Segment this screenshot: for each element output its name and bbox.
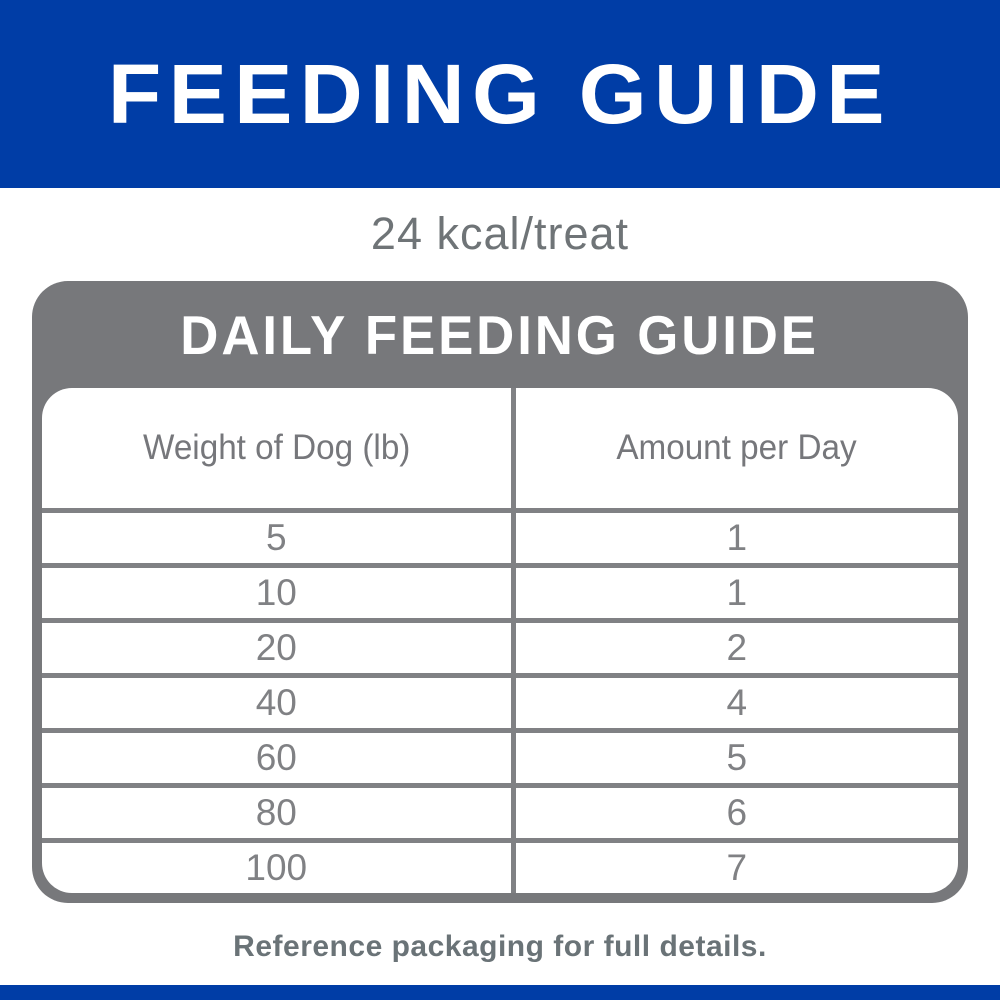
bottom-accent-bar xyxy=(0,985,1000,1000)
table-header-row: Weight of Dog (lb) Amount per Day xyxy=(42,388,958,508)
amount-cell: 1 xyxy=(726,517,748,558)
panel-title-row: DAILY FEEDING GUIDE xyxy=(32,281,968,388)
kcal-per-treat-label: 24 kcal/treat xyxy=(370,208,630,259)
feeding-guide-banner: FEEDING GUIDE xyxy=(0,0,1000,188)
feeding-table: Weight of Dog (lb) Amount per Day 5 1 10… xyxy=(42,388,958,893)
footer-note: Reference packaging for full details. xyxy=(233,930,767,963)
banner-title: FEEDING GUIDE xyxy=(108,46,892,141)
table-row: 10 1 xyxy=(42,563,958,618)
weight-cell: 40 xyxy=(42,678,516,728)
panel-title: DAILY FEEDING GUIDE xyxy=(180,303,820,366)
weight-cell: 5 xyxy=(42,513,516,563)
table-row: 40 4 xyxy=(42,673,958,728)
amount-cell: 7 xyxy=(726,847,748,888)
amount-cell: 1 xyxy=(726,572,748,613)
weight-cell: 10 xyxy=(42,568,516,618)
table-row: 60 5 xyxy=(42,728,958,783)
weight-cell: 60 xyxy=(42,733,516,783)
daily-feeding-guide-panel: DAILY FEEDING GUIDE Weight of Dog (lb) A… xyxy=(32,281,968,903)
amount-cell: 4 xyxy=(726,682,748,723)
weight-cell: 20 xyxy=(42,623,516,673)
table-row: 80 6 xyxy=(42,783,958,838)
table-row: 20 2 xyxy=(42,618,958,673)
column-header-weight: Weight of Dog (lb) xyxy=(42,388,516,508)
weight-cell: 100 xyxy=(42,843,516,893)
amount-cell: 5 xyxy=(726,737,748,778)
amount-cell: 6 xyxy=(726,792,748,833)
weight-cell: 80 xyxy=(42,788,516,838)
column-header-amount: Amount per Day xyxy=(616,428,857,467)
table-row: 100 7 xyxy=(42,838,958,893)
amount-cell: 2 xyxy=(726,627,748,668)
table-row: 5 1 xyxy=(42,508,958,563)
